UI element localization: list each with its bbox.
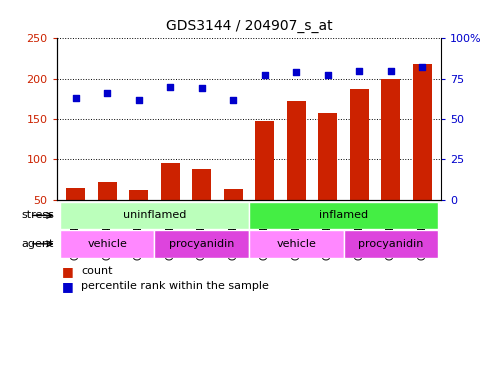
Text: stress: stress bbox=[21, 210, 54, 220]
Bar bbox=[224, 189, 243, 200]
Point bbox=[324, 73, 332, 79]
Bar bbox=[192, 169, 211, 200]
Bar bbox=[350, 89, 369, 200]
Text: count: count bbox=[81, 266, 113, 276]
Text: procyanidin: procyanidin bbox=[358, 239, 423, 249]
Point bbox=[229, 97, 237, 103]
Point bbox=[198, 85, 206, 91]
Bar bbox=[413, 64, 432, 200]
Point bbox=[71, 95, 79, 101]
Text: ■: ■ bbox=[62, 280, 73, 293]
Bar bbox=[154, 230, 249, 258]
Bar bbox=[382, 79, 400, 200]
Text: ■: ■ bbox=[62, 265, 73, 278]
Bar bbox=[249, 230, 344, 258]
Text: agent: agent bbox=[22, 239, 54, 249]
Bar bbox=[60, 202, 249, 229]
Bar bbox=[161, 164, 179, 200]
Point bbox=[355, 68, 363, 74]
Point bbox=[135, 97, 142, 103]
Point bbox=[292, 69, 300, 75]
Point bbox=[261, 73, 269, 79]
Bar bbox=[249, 202, 438, 229]
Title: GDS3144 / 204907_s_at: GDS3144 / 204907_s_at bbox=[166, 19, 332, 33]
Bar bbox=[318, 113, 337, 200]
Point bbox=[166, 84, 174, 90]
Bar bbox=[98, 182, 116, 200]
Point bbox=[103, 90, 111, 96]
Bar bbox=[255, 121, 274, 200]
Bar bbox=[66, 188, 85, 200]
Text: uninflamed: uninflamed bbox=[123, 210, 186, 220]
Text: vehicle: vehicle bbox=[87, 239, 127, 249]
Point bbox=[387, 68, 395, 74]
Text: percentile rank within the sample: percentile rank within the sample bbox=[81, 281, 269, 291]
Text: procyanidin: procyanidin bbox=[169, 239, 234, 249]
Bar bbox=[129, 190, 148, 200]
Bar bbox=[344, 230, 438, 258]
Bar bbox=[287, 101, 306, 200]
Bar bbox=[60, 230, 154, 258]
Point bbox=[419, 65, 426, 71]
Text: inflamed: inflamed bbox=[319, 210, 368, 220]
Text: vehicle: vehicle bbox=[276, 239, 316, 249]
